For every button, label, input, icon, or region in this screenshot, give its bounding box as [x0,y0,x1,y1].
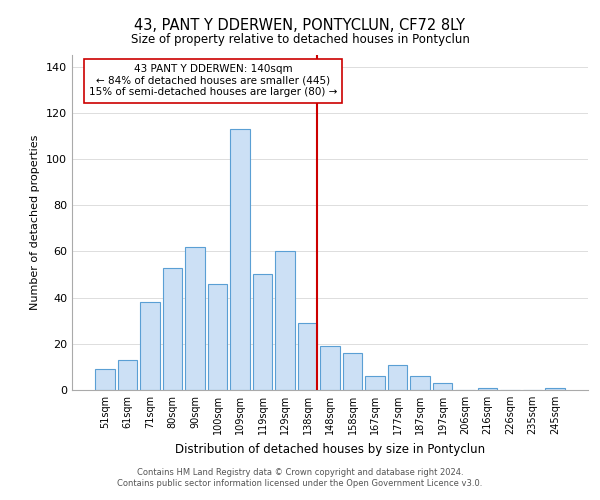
Text: 43, PANT Y DDERWEN, PONTYCLUN, CF72 8LY: 43, PANT Y DDERWEN, PONTYCLUN, CF72 8LY [134,18,466,32]
Bar [230,129,250,390]
Bar [118,360,137,390]
Bar [320,346,340,390]
Bar [343,353,362,390]
Bar [433,383,452,390]
Bar [410,376,430,390]
Bar [478,388,497,390]
Bar [253,274,272,390]
Bar [95,369,115,390]
Bar [140,302,160,390]
X-axis label: Distribution of detached houses by size in Pontyclun: Distribution of detached houses by size … [175,442,485,456]
Bar [163,268,182,390]
Bar [388,364,407,390]
Text: Size of property relative to detached houses in Pontyclun: Size of property relative to detached ho… [131,32,469,46]
Bar [365,376,385,390]
Bar [208,284,227,390]
Text: 43 PANT Y DDERWEN: 140sqm
← 84% of detached houses are smaller (445)
15% of semi: 43 PANT Y DDERWEN: 140sqm ← 84% of detac… [89,64,337,98]
Bar [298,323,317,390]
Bar [545,388,565,390]
Bar [275,252,295,390]
Y-axis label: Number of detached properties: Number of detached properties [31,135,40,310]
Text: Contains HM Land Registry data © Crown copyright and database right 2024.
Contai: Contains HM Land Registry data © Crown c… [118,468,482,487]
Bar [185,247,205,390]
